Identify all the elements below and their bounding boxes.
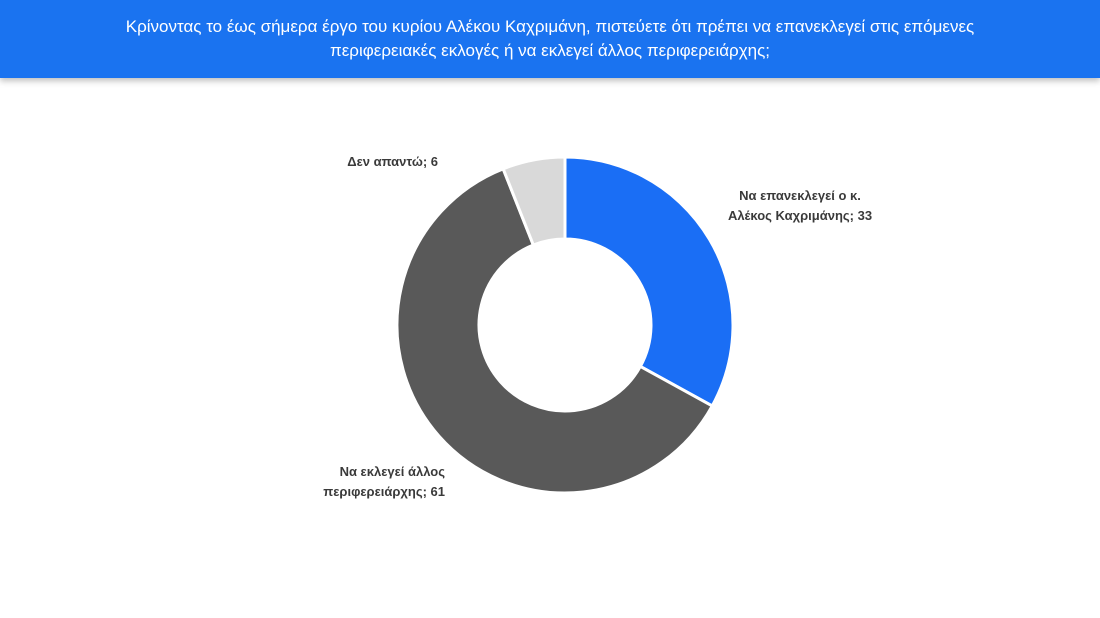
slice-no-answer xyxy=(501,155,567,247)
slice-label-no-answer: Δεν απαντώ; 6 xyxy=(347,154,438,169)
chart-title: Κρίνοντας το έως σήμερα έργο του κυρίου … xyxy=(125,17,975,60)
chart-header: Κρίνοντας το έως σήμερα έργο του κυρίου … xyxy=(0,0,1100,78)
slice-reelect xyxy=(563,155,735,408)
slice-label-other: Να εκλεγεί άλλος περιφερειάρχης; 61 xyxy=(323,464,445,499)
slice-other xyxy=(395,166,715,495)
slice-label-reelect: Να επανεκλεγεί ο κ. Αλέκος Καχριμάνης; 3… xyxy=(727,188,873,223)
